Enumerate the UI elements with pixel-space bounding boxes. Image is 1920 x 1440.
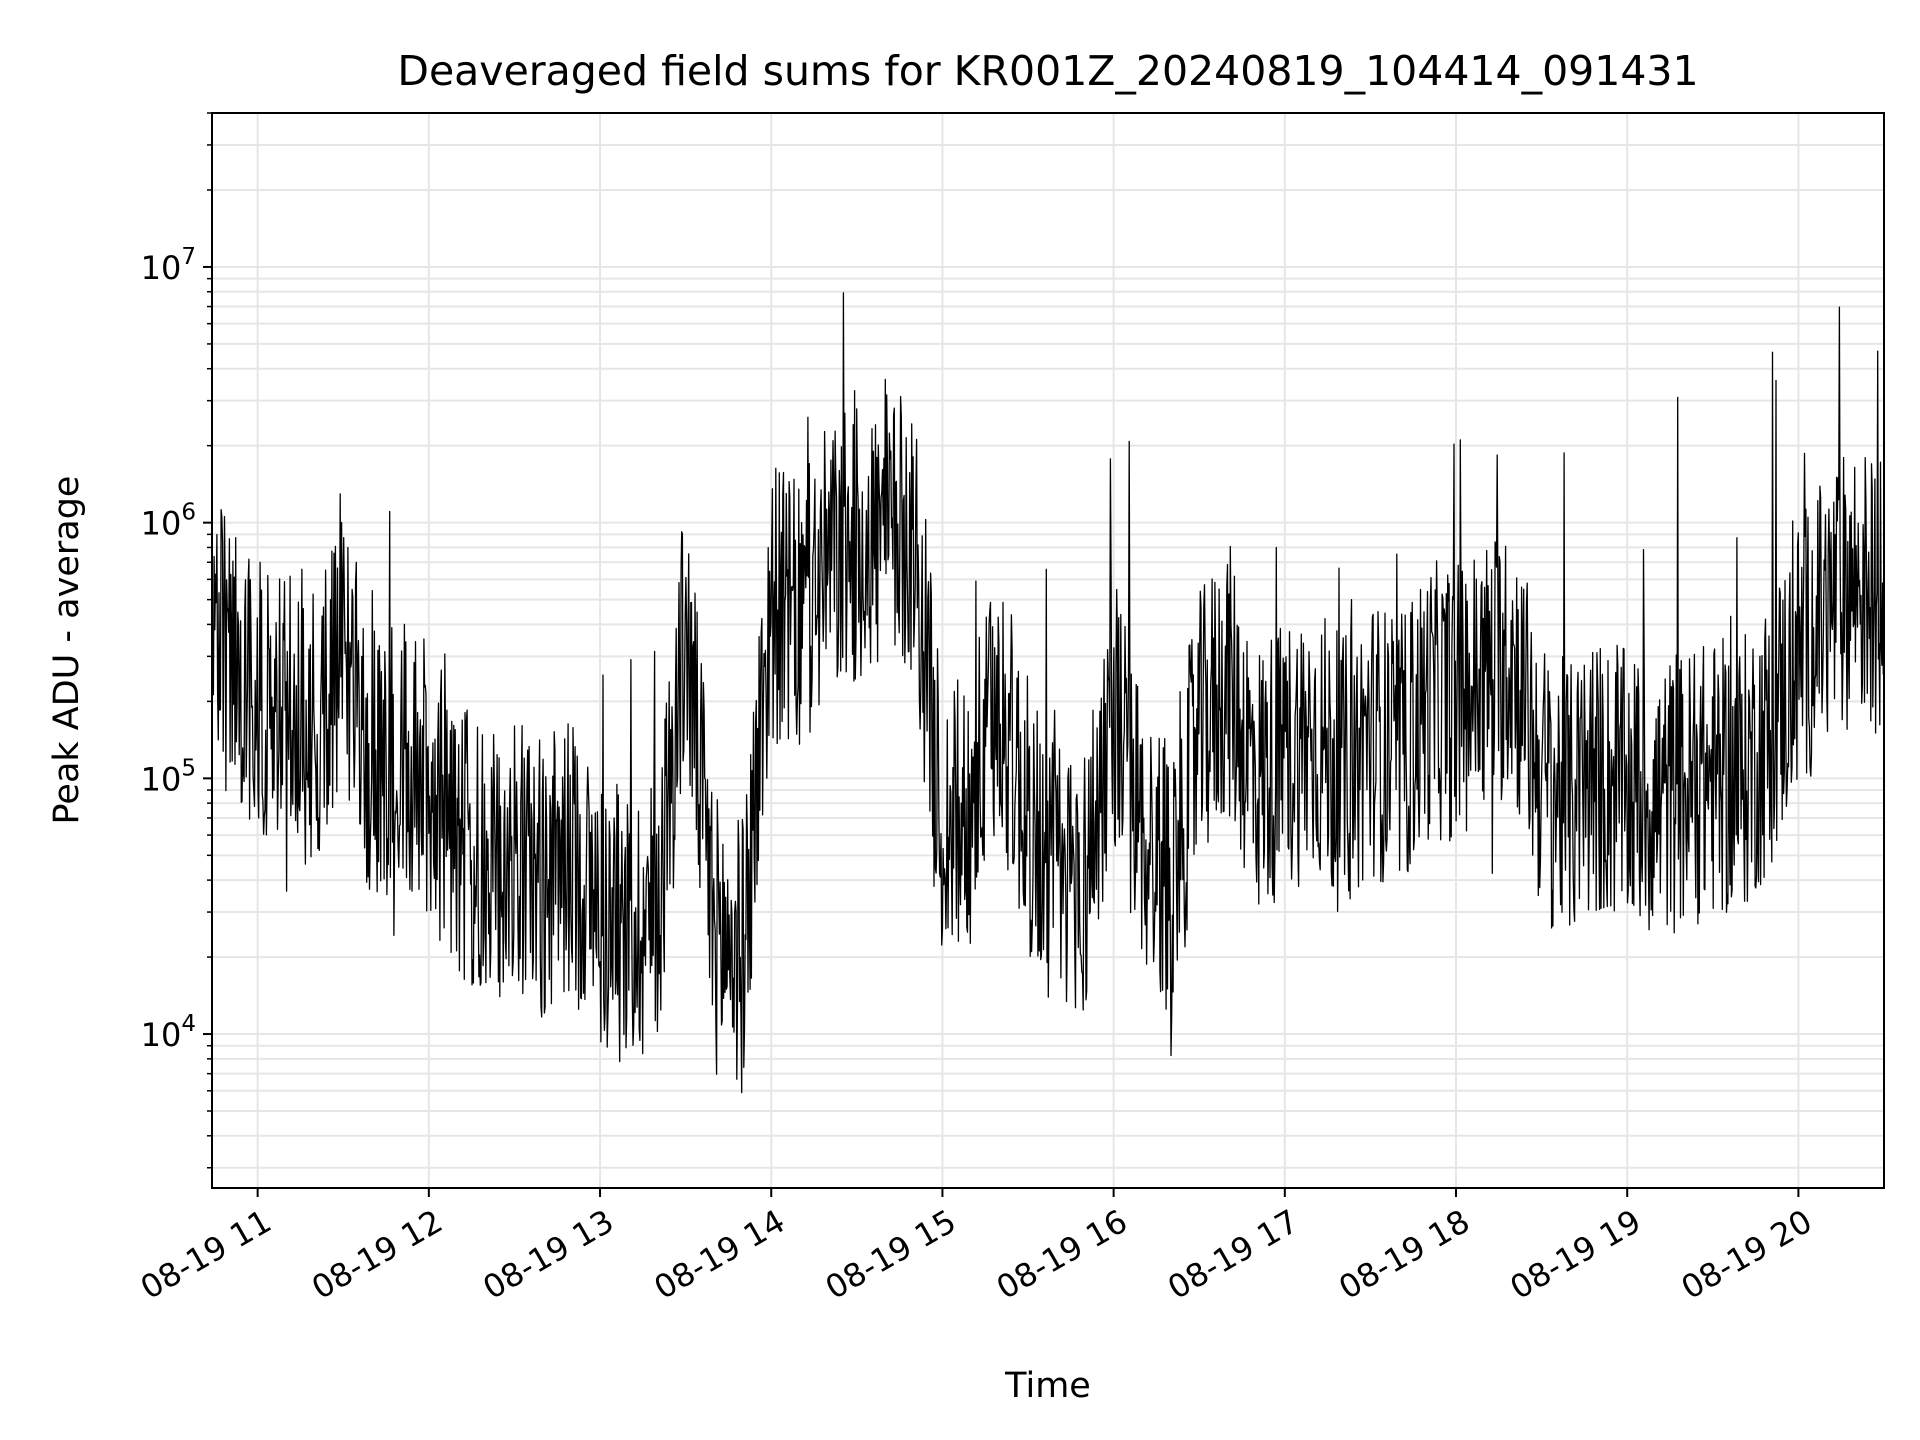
y-tick-label: 106	[141, 500, 196, 543]
series-line	[211, 292, 1885, 1094]
x-axis-label: Time	[1004, 1366, 1091, 1406]
chart-title: Deaveraged field sums for KR001Z_2024081…	[397, 47, 1698, 95]
y-axis-label: Peak ADU - average	[47, 476, 87, 825]
y-tick-label: 105	[141, 755, 196, 798]
data-series	[211, 292, 1885, 1094]
y-tick-label: 104	[141, 1011, 196, 1054]
plot-area-frame	[211, 112, 1885, 1189]
y-tick-label: 107	[141, 244, 196, 287]
